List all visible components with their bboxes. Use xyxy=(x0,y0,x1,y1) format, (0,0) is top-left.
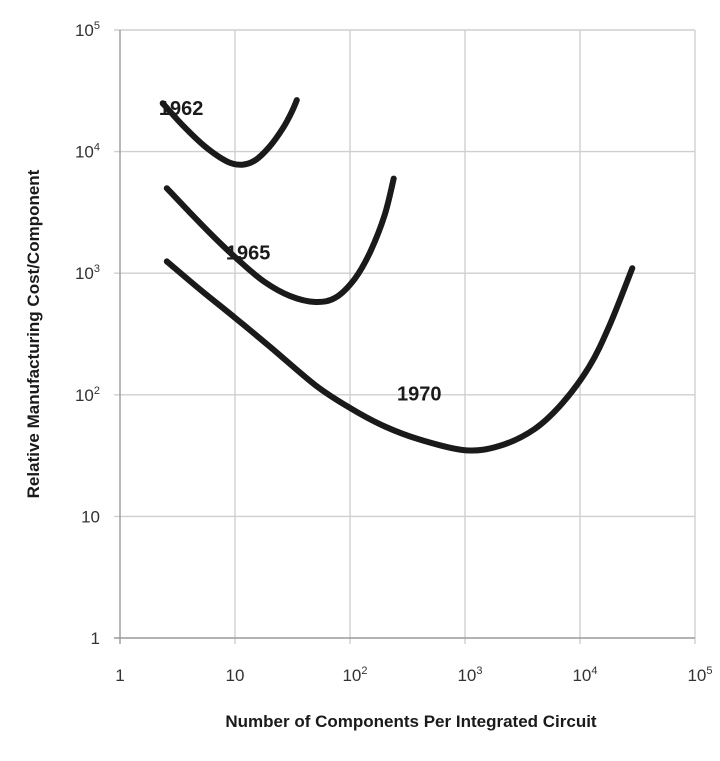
series-label-1962: 1962 xyxy=(159,98,204,120)
axes xyxy=(114,30,695,644)
series-curve-1965 xyxy=(163,175,397,306)
series-label-1965: 1965 xyxy=(226,242,271,264)
series-label-1970: 1970 xyxy=(397,383,442,405)
series-curve-1962 xyxy=(159,97,300,168)
y-tick-label: 105 xyxy=(75,20,100,40)
series-curves xyxy=(159,97,636,454)
y-axis-title: Relative Manufacturing Cost/Component xyxy=(24,169,43,498)
y-tick-label: 103 xyxy=(75,263,100,283)
x-tick-label: 10 xyxy=(226,666,245,685)
x-tick-label: 103 xyxy=(457,665,482,685)
x-axis-title: Number of Components Per Integrated Circ… xyxy=(225,712,597,731)
x-tick-label: 105 xyxy=(687,665,712,685)
y-tick-label: 104 xyxy=(75,142,100,162)
series-curve-1970 xyxy=(163,258,636,454)
tick-labels: 1 10 102 103 104 105 1 10 102 103 104 105 xyxy=(75,20,713,685)
grid-lines xyxy=(114,29,696,644)
series-labels: 1962 1965 1970 xyxy=(159,98,442,405)
y-tick-label: 102 xyxy=(75,385,100,405)
y-tick-label: 1 xyxy=(91,629,100,648)
x-tick-label: 1 xyxy=(115,666,124,685)
x-tick-label: 102 xyxy=(342,665,367,685)
y-tick-label: 10 xyxy=(81,507,100,526)
x-tick-label: 104 xyxy=(572,665,597,685)
